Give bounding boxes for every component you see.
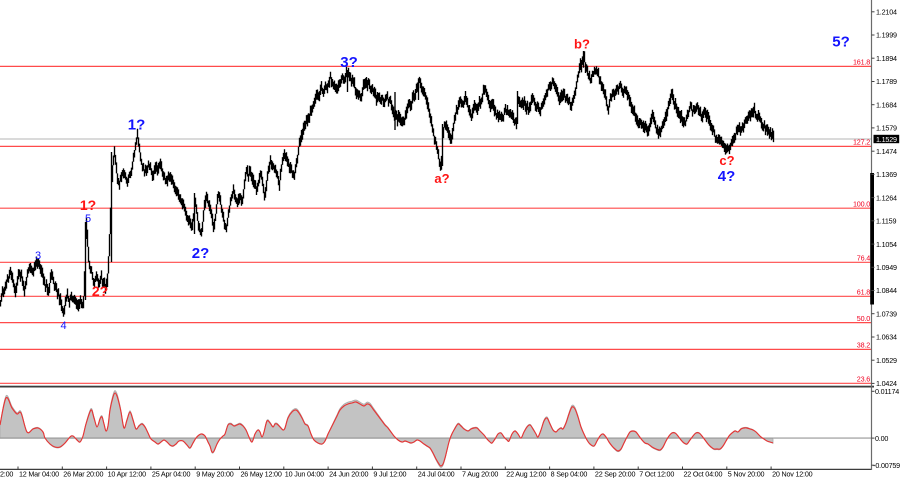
svg-text:10 Jun 04:00: 10 Jun 04:00 (285, 469, 324, 478)
svg-text:a?: a? (434, 171, 449, 186)
svg-text:161.8: 161.8 (853, 58, 870, 67)
svg-text:-0.00759: -0.00759 (873, 461, 900, 470)
svg-text:3?: 3? (340, 54, 358, 71)
svg-text:b?: b? (574, 37, 590, 52)
svg-text:1.1999: 1.1999 (876, 31, 897, 40)
svg-text:22 Aug 12:00: 22 Aug 12:00 (506, 469, 546, 478)
svg-text:7 Aug 20:00: 7 Aug 20:00 (462, 469, 498, 478)
svg-text:5?: 5? (832, 34, 850, 51)
svg-text:61.8: 61.8 (857, 288, 870, 297)
svg-text:5: 5 (85, 213, 91, 225)
svg-text:100.0: 100.0 (853, 199, 870, 208)
svg-text:50.0: 50.0 (857, 314, 870, 323)
svg-text:1.1369: 1.1369 (876, 170, 897, 179)
svg-text:0.00: 0.00 (875, 434, 888, 443)
svg-text:1.0634: 1.0634 (876, 333, 897, 342)
svg-text:1.1789: 1.1789 (876, 77, 897, 86)
svg-text:1.2104: 1.2104 (876, 8, 897, 17)
svg-text:1.1579: 1.1579 (876, 124, 897, 133)
svg-text:1.1684: 1.1684 (876, 100, 897, 109)
svg-text:2:00: 2:00 (0, 469, 13, 478)
svg-text:5 Nov 20:00: 5 Nov 20:00 (728, 469, 765, 478)
svg-text:4?: 4? (718, 168, 736, 185)
svg-text:1.1159: 1.1159 (876, 217, 896, 226)
svg-text:1.1054: 1.1054 (876, 240, 897, 249)
svg-text:76.4: 76.4 (857, 254, 870, 263)
svg-text:1.0529: 1.0529 (876, 356, 897, 365)
svg-text:1?: 1? (128, 117, 146, 134)
svg-text:24 Jun 20:00: 24 Jun 20:00 (329, 469, 368, 478)
svg-text:1.1264: 1.1264 (876, 193, 897, 202)
svg-text:1.0949: 1.0949 (876, 263, 897, 272)
svg-text:26 Mar 20:00: 26 Mar 20:00 (63, 469, 103, 478)
svg-text:24 Jul 04:00: 24 Jul 04:00 (418, 469, 455, 478)
svg-text:4: 4 (60, 320, 66, 332)
svg-text:12 Mar 04:00: 12 Mar 04:00 (19, 469, 59, 478)
svg-text:23.6: 23.6 (857, 375, 870, 384)
svg-text:2?: 2? (192, 245, 210, 262)
svg-text:22 Oct 04:00: 22 Oct 04:00 (684, 469, 723, 478)
svg-text:9 Jul 12:00: 9 Jul 12:00 (373, 469, 406, 478)
svg-text:3: 3 (35, 250, 41, 262)
svg-text:8 Sep 04:00: 8 Sep 04:00 (551, 469, 588, 478)
svg-text:0.01174: 0.01174 (875, 387, 899, 396)
svg-text:1.0739: 1.0739 (876, 309, 897, 318)
svg-text:1.1894: 1.1894 (876, 54, 897, 63)
svg-text:20 Nov 12:00: 20 Nov 12:00 (772, 469, 813, 478)
svg-text:1.1474: 1.1474 (876, 147, 897, 156)
svg-text:c?: c? (719, 153, 734, 168)
svg-text:9 May 20:00: 9 May 20:00 (196, 469, 234, 478)
svg-text:127.2: 127.2 (853, 138, 870, 147)
svg-text:38.2: 38.2 (857, 341, 870, 350)
svg-text:1?: 1? (80, 197, 96, 213)
svg-text:2?: 2? (92, 283, 108, 299)
svg-text:26 May 12:00: 26 May 12:00 (241, 469, 282, 478)
svg-text:7 Oct 12:00: 7 Oct 12:00 (639, 469, 674, 478)
svg-text:22 Sep 20:00: 22 Sep 20:00 (595, 469, 636, 478)
svg-text:25 Apr 04:00: 25 Apr 04:00 (152, 469, 191, 478)
svg-text:1.0424: 1.0424 (876, 379, 897, 388)
svg-text:10 Apr 12:00: 10 Apr 12:00 (108, 469, 147, 478)
svg-text:1.1529: 1.1529 (876, 135, 897, 144)
svg-text:1.0844: 1.0844 (876, 286, 897, 295)
